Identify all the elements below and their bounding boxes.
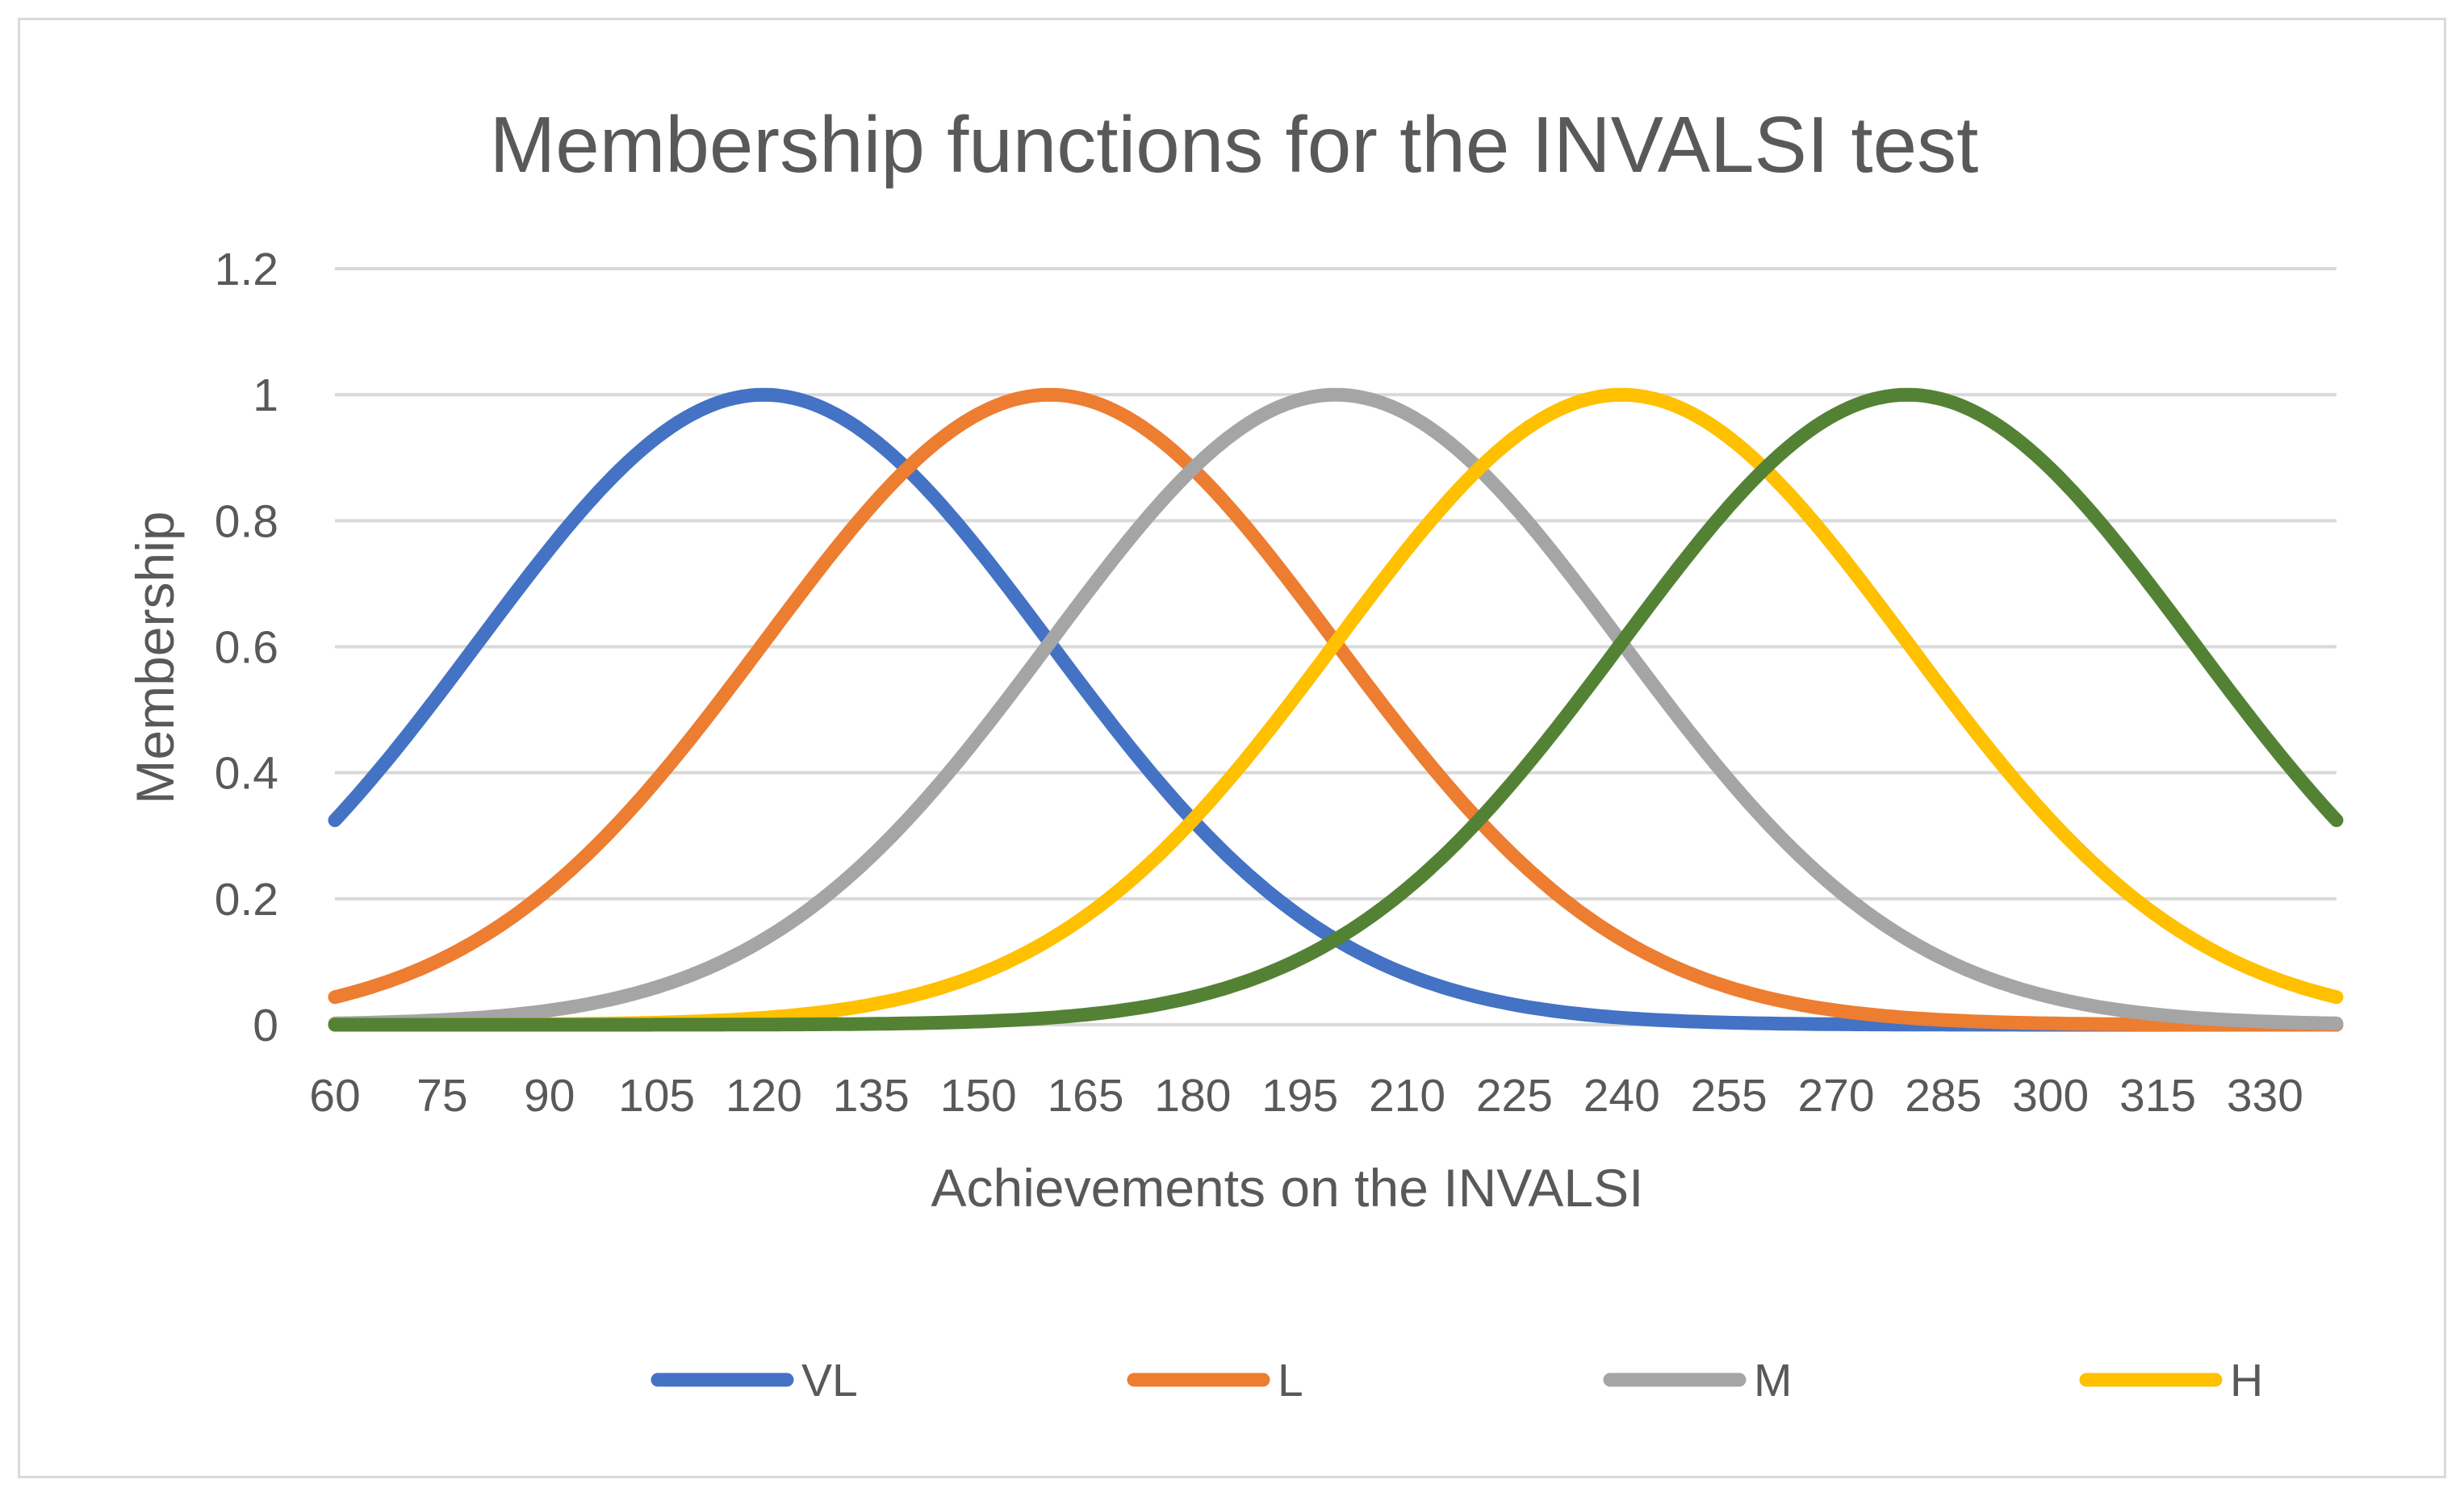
x-tick-label: 270 <box>1797 1070 1874 1122</box>
y-tick-label: 0.2 <box>215 874 278 926</box>
x-tick-label: 315 <box>2119 1070 2196 1122</box>
series-line-h <box>328 387 2344 1032</box>
x-tick-label: 195 <box>1261 1070 1338 1122</box>
legend-label-h: H <box>2230 1355 2263 1406</box>
chart-title: Membership functions for the INVALSI tes… <box>490 100 1979 189</box>
series-line-m <box>328 387 2344 1030</box>
x-tick-label: 120 <box>726 1070 802 1122</box>
chart-frame: Membership functions for the INVALSI tes… <box>18 18 2446 1478</box>
x-tick-label: 330 <box>2227 1070 2303 1122</box>
y-tick-label: 1.2 <box>215 244 278 295</box>
x-tick-label: 150 <box>940 1070 1017 1122</box>
legend: VLLMHVH <box>651 1355 2263 1406</box>
y-tick-label: 1 <box>253 370 278 421</box>
x-tick-label: 300 <box>2012 1070 2089 1122</box>
x-tick-label: 60 <box>309 1070 360 1122</box>
x-tick-label: 105 <box>618 1070 695 1122</box>
y-tick-label: 0.8 <box>215 495 278 547</box>
series-line-l <box>328 387 2344 1032</box>
series-line-vh <box>328 387 2344 1032</box>
legend-label-l: L <box>1278 1355 1303 1406</box>
x-axis-title: Achievements on the INVALSI <box>931 1158 1644 1218</box>
x-tick-label: 90 <box>524 1070 575 1122</box>
x-tick-label: 75 <box>416 1070 467 1122</box>
y-tick-label: 0 <box>253 1000 278 1051</box>
x-tick-labels: 60 75 90 105 120 135 150 165 180 195 210 225 240 255 2… <box>309 1070 2303 1122</box>
x-tick-label: 165 <box>1047 1070 1123 1122</box>
chart-svg: Membership functions for the INVALSI tes… <box>125 100 2344 1406</box>
series-lines <box>328 387 2344 1032</box>
x-tick-label: 225 <box>1476 1070 1553 1122</box>
series-line-vl <box>328 387 2344 1032</box>
x-tick-label: 285 <box>1905 1070 1981 1122</box>
x-tick-label: 210 <box>1369 1070 1445 1122</box>
y-tick-label: 0.6 <box>215 622 278 674</box>
y-tick-labels: 0 0.2 0.4 0.6 0.8 1 1.2 <box>215 244 278 1051</box>
legend-label-vl: VL <box>801 1355 858 1406</box>
x-tick-label: 240 <box>1583 1070 1660 1122</box>
x-tick-label: 255 <box>1691 1070 1767 1122</box>
y-tick-label: 0.4 <box>215 748 278 800</box>
legend-label-m: M <box>1754 1355 1792 1406</box>
x-tick-label: 180 <box>1154 1070 1231 1122</box>
y-axis-title: Membership <box>125 511 185 804</box>
x-tick-label: 135 <box>833 1070 910 1122</box>
